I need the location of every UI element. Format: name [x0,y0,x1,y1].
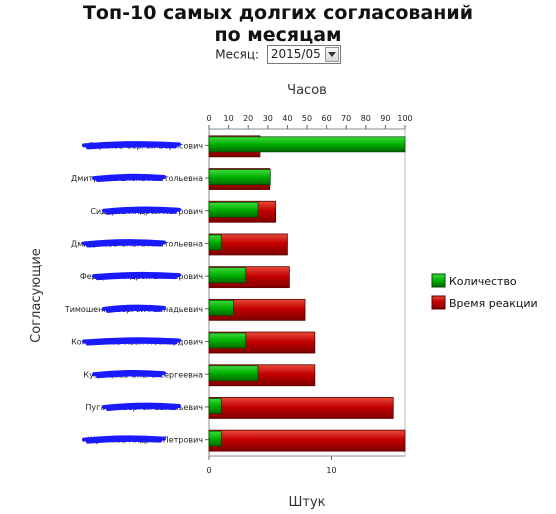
chart-title-line1: Топ-10 самых долгих согласований [82,2,474,24]
redaction-mark [92,173,166,183]
redaction-mark [102,304,166,313]
bar-count [208,201,259,218]
category-label: Колесников Иван Леонардович [71,338,203,347]
y-axis-title: Согласующие [29,248,44,343]
top-tick-label: 20 [243,114,253,123]
top-tick-label: 100 [397,114,412,123]
bar-count [208,332,247,349]
redaction-mark [82,337,181,346]
bar-reaction-time [208,364,316,387]
redaction-mark [102,206,181,215]
bottom-tick-label: 10 [326,466,336,475]
category-label: Сидоров Андрей Петрович [90,207,203,216]
bar-reaction-time [208,168,271,190]
x-axis-bottom-title: Штук [288,495,325,510]
redaction-mark [82,435,166,444]
legend-swatch-reaction [431,295,446,310]
top-tick-label: 80 [361,114,371,123]
axis-labels: 0 10 20 30 40 50 60 70 80 90 100 0 10 Терехов Сергей … [29,83,413,510]
bar-count [208,169,271,185]
month-select[interactable]: 2015/05 [266,45,341,64]
bar-reaction-time [208,429,406,452]
redaction-mark [92,369,166,379]
top-tick-label: 50 [302,114,312,123]
category-label: Пугачев Сергей Евгеньевич [85,403,203,412]
legend-label-reaction: Время реакции [449,297,538,310]
redaction-mark [82,239,166,248]
bar-count [208,430,222,447]
bars [208,135,406,452]
redaction-mark [92,271,181,281]
bar-reaction-time [208,135,261,158]
bar-count [208,365,259,382]
category-label: Тимошенко Сергей Геннадьевич [64,305,203,314]
plot-area [205,125,406,460]
bar-reaction-time [208,266,290,289]
redaction-mark [102,402,181,411]
top-tick-label: 10 [224,114,234,123]
bar-reaction-time [208,397,394,419]
legend: Количество Время реакции [431,273,538,310]
bar-count [208,234,222,251]
bottom-tick-label: 0 [206,466,211,475]
legend-swatch-count [431,273,446,288]
month-filter: Месяц: 2015/05 [0,45,556,64]
bar-count [208,398,222,414]
legend-label-count: Количество [449,275,517,288]
category-label: Дмитриева Елена Анатольевна [71,174,203,183]
bar-count [208,299,234,316]
redaction-mark [82,141,181,150]
bar-reaction-time [208,298,306,321]
bar-count [208,136,406,153]
chart-title-line2: по месяцам [214,24,342,46]
bar-reaction-time [208,331,316,354]
bar-reaction-time [208,233,288,256]
category-label: Терехов Сергей Борисович [88,141,203,150]
bar-reaction-time [208,200,277,223]
category-label: Кузнецова Ольга Сергеевна [83,370,203,379]
bar-count [208,267,247,284]
top-tick-label: 70 [341,114,351,123]
category-label: Шумилов Андрей Петрович [87,436,203,445]
top-tick-label: 30 [263,114,273,123]
x-axis-top-title: Часов [287,83,327,98]
month-label: Месяц: [215,47,260,62]
top-tick-label: 40 [282,114,292,123]
category-label: Дмитриева Ольга Анатольевна [71,239,203,248]
chart-title: Топ-10 самых долгих согласований по меся… [0,2,556,46]
category-label: Федоров Андрей Викторович [80,272,203,281]
chevron-down-icon[interactable] [324,47,339,62]
top-tick-label: 0 [206,114,211,123]
top-tick-label: 90 [380,114,390,123]
top-tick-label: 60 [322,114,332,123]
month-select-value: 2015/05 [270,47,321,61]
